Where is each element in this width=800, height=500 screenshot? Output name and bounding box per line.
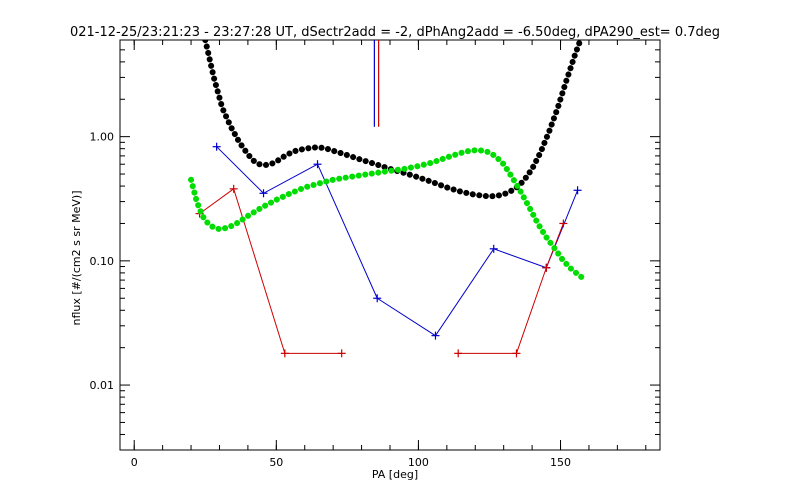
y-tick-label: 0.01 xyxy=(90,379,115,392)
x-tick-label: 50 xyxy=(269,456,283,469)
plot-area xyxy=(119,39,661,451)
x-axis-label: PA [deg] xyxy=(372,468,418,481)
series-3 xyxy=(188,147,590,284)
series-line xyxy=(216,146,579,337)
series-line xyxy=(199,188,234,215)
data-layer xyxy=(188,40,590,358)
y-tick-label: 1.00 xyxy=(90,131,115,144)
series-2 xyxy=(202,40,584,200)
x-axis: 0 50 100 150 xyxy=(131,40,647,469)
series-dotted-curve xyxy=(202,40,584,200)
y-tick-label: 0.10 xyxy=(90,255,115,268)
y-axis: 0.01 0.10 1.00 xyxy=(90,39,660,451)
series-0 xyxy=(212,142,582,340)
y-axis-label: nflux [#/(cm2 s sr MeV)] xyxy=(70,191,83,326)
series-line xyxy=(233,188,286,354)
chart-title: 021-12-25/23:21:23 - 23:27:28 UT, dSectr… xyxy=(70,25,720,40)
x-tick-label: 0 xyxy=(131,456,138,469)
x-tick-label: 150 xyxy=(550,456,571,469)
series-line xyxy=(516,267,547,354)
x-tick-label: 100 xyxy=(408,456,429,469)
series-dotted-curve xyxy=(188,147,590,284)
plot-frame xyxy=(119,39,661,451)
